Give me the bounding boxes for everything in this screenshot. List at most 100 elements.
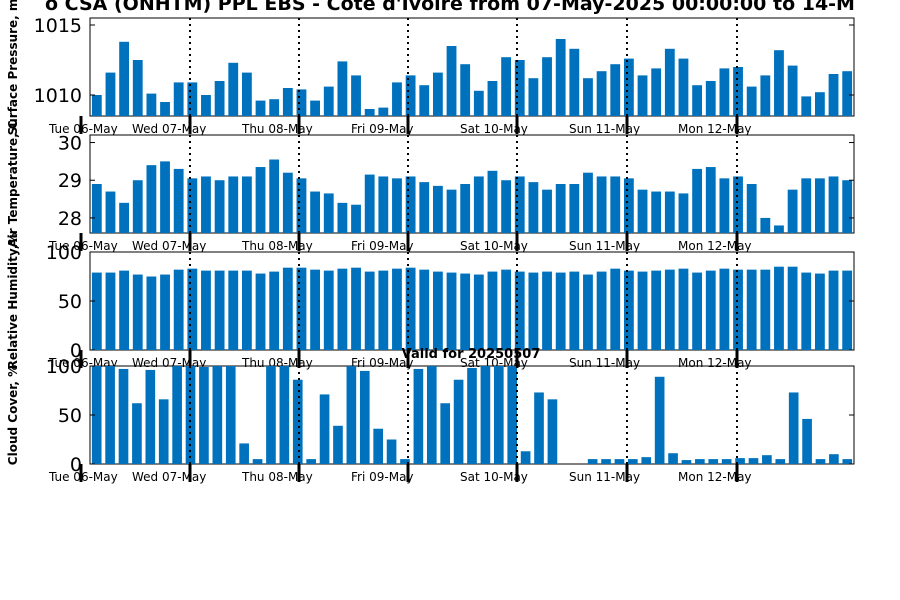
bar — [132, 403, 142, 464]
x-day-label: Thu 08-May — [241, 122, 313, 136]
bar — [160, 274, 170, 350]
bar — [583, 172, 593, 233]
bar — [542, 271, 552, 350]
bar — [487, 81, 498, 116]
bar — [292, 379, 303, 464]
bar — [528, 272, 539, 350]
bar — [705, 167, 716, 233]
bar — [473, 274, 484, 350]
bar — [733, 176, 743, 233]
bar — [201, 270, 211, 350]
bar — [323, 270, 334, 350]
y-tick-label: 28 — [58, 208, 82, 230]
bar — [487, 271, 498, 350]
bar — [583, 78, 593, 116]
bar — [241, 270, 252, 350]
bar — [105, 72, 116, 116]
bar — [282, 267, 293, 350]
panel-2: 28 29 30 Air Temperature, C Tue 06-May Wed 07… — [6, 120, 855, 253]
bar — [173, 168, 184, 233]
bar — [654, 376, 665, 464]
bar — [480, 366, 491, 464]
bar — [160, 102, 170, 116]
bar — [528, 78, 539, 116]
x-day-label: Sat 10-May — [460, 122, 528, 136]
bar — [842, 180, 853, 233]
bar — [91, 366, 102, 464]
bar — [310, 191, 321, 233]
bar — [641, 457, 652, 464]
bar — [746, 86, 757, 116]
bar — [419, 182, 430, 233]
bar — [787, 266, 798, 350]
x-day-label: Wed 07-May — [132, 239, 206, 253]
bar — [801, 272, 812, 350]
bar — [373, 428, 383, 464]
bar — [386, 439, 397, 464]
bar — [337, 268, 348, 350]
bar — [610, 176, 621, 233]
bar — [788, 392, 799, 464]
bar — [269, 99, 280, 116]
bar — [692, 168, 703, 233]
bar — [507, 366, 518, 464]
bar — [392, 82, 402, 116]
bar — [651, 191, 662, 233]
bar — [400, 459, 410, 464]
y-tick-label: 100 — [46, 356, 82, 378]
bar — [173, 269, 184, 350]
bar — [91, 184, 102, 233]
y-tick-label: 1015 — [34, 15, 82, 37]
bar — [212, 366, 223, 464]
bar — [542, 189, 552, 233]
bar — [105, 191, 116, 233]
bar — [132, 60, 143, 116]
bar — [105, 366, 115, 464]
bar — [733, 67, 743, 116]
bar — [296, 267, 307, 350]
bar — [279, 366, 290, 464]
bar — [814, 178, 825, 233]
bar — [255, 100, 266, 116]
x-day-label: Thu 08-May — [241, 239, 313, 253]
bar — [214, 81, 225, 116]
bar — [555, 184, 566, 233]
bar — [201, 176, 211, 233]
bar — [692, 85, 703, 116]
x-day-label: Fri 09-May — [351, 470, 414, 484]
bar — [146, 276, 157, 350]
bar — [351, 75, 361, 116]
bar — [296, 89, 307, 116]
bar — [364, 109, 375, 116]
bar — [460, 64, 471, 116]
panel-1: 1010 1015 Surface Pressure, m Tue 06-May Wed… — [6, 0, 855, 136]
bar — [775, 459, 786, 464]
bar — [460, 273, 471, 350]
bar — [346, 366, 357, 464]
bar — [760, 269, 771, 350]
bar — [814, 92, 825, 116]
bar — [801, 96, 812, 116]
bar — [746, 184, 757, 233]
bar — [323, 193, 334, 233]
bar — [392, 178, 402, 233]
bar — [405, 267, 416, 350]
bar — [542, 57, 552, 116]
bar — [145, 369, 156, 464]
x-day-label: Tue 06-May — [48, 470, 118, 484]
bar — [829, 454, 839, 464]
y-tick-label: 50 — [58, 405, 82, 427]
bar — [359, 370, 370, 464]
bar — [432, 185, 443, 233]
bar — [378, 176, 389, 233]
bar — [705, 81, 716, 116]
bar — [255, 273, 266, 350]
bar — [201, 95, 211, 116]
bar — [828, 74, 839, 116]
panel-frame — [89, 134, 855, 234]
bar — [337, 61, 348, 116]
bar — [419, 85, 430, 116]
bar — [596, 71, 607, 116]
bar — [239, 443, 249, 464]
